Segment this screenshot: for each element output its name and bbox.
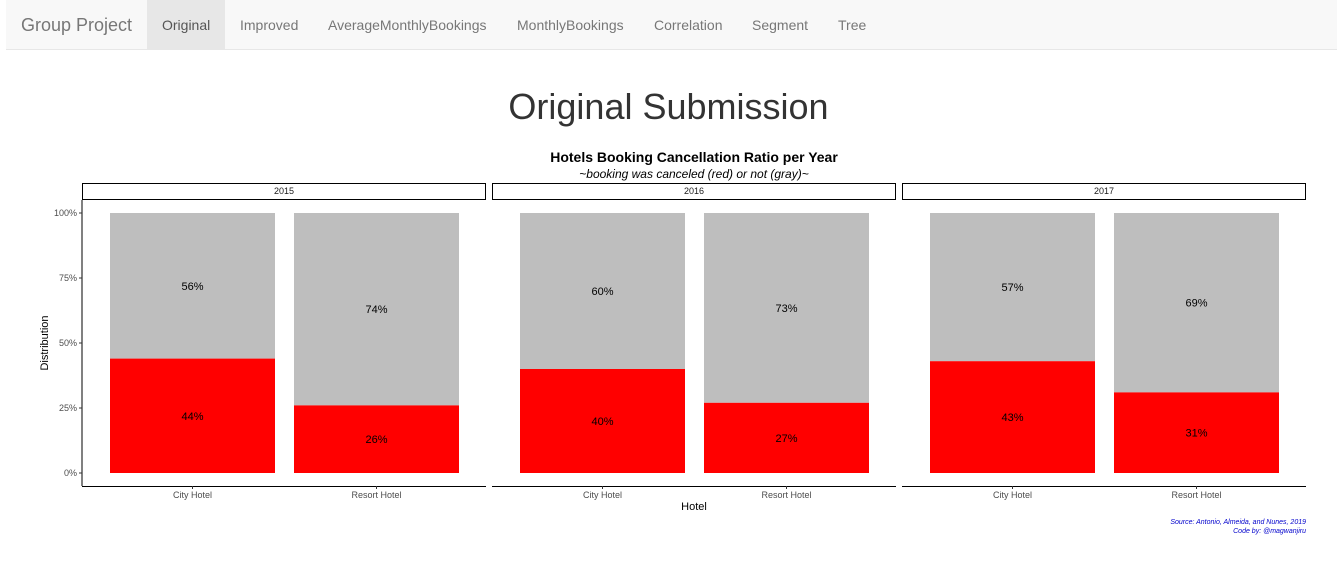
data-label-canceled: 43% [1001, 412, 1023, 424]
data-label-canceled: 31% [1185, 428, 1207, 440]
tab-original[interactable]: Original [147, 0, 226, 50]
data-label-not-canceled: 73% [775, 303, 797, 315]
facet-strip [82, 183, 486, 200]
data-label-not-canceled: 74% [365, 304, 387, 316]
x-tick-label: Resort Hotel [351, 490, 401, 500]
x-axis-title: Hotel [681, 501, 707, 513]
tab-monthly-bookings[interactable]: MonthlyBookings [517, 17, 624, 33]
tab-segment[interactable]: Segment [752, 17, 809, 33]
bar-not-canceled [1114, 213, 1279, 393]
bar-canceled [294, 405, 459, 473]
data-label-canceled: 27% [775, 433, 797, 445]
data-label-not-canceled: 56% [181, 281, 203, 293]
facet-strip [902, 183, 1306, 200]
caption-code: Code by: @magwanjiru [1233, 528, 1306, 535]
bar-canceled [930, 361, 1095, 473]
caption-source: Source: Antonio, Almeida, and Nunes, 201… [1170, 519, 1306, 526]
navbar-brand[interactable]: Group Project [21, 15, 133, 35]
x-tick-label: City Hotel [993, 490, 1032, 500]
bar-canceled [704, 402, 869, 473]
y-tick-label: 25% [59, 403, 77, 413]
data-label-not-canceled: 69% [1185, 298, 1207, 310]
bar-not-canceled [520, 213, 685, 369]
tab-average-monthly-bookings[interactable]: AverageMonthlyBookings [328, 17, 487, 33]
cancellation-chart: Hotels Booking Cancellation Ratio per Ye… [39, 149, 1306, 535]
data-label-canceled: 40% [591, 416, 613, 428]
x-tick-label: City Hotel [583, 490, 622, 500]
tab-correlation[interactable]: Correlation [654, 17, 723, 33]
x-tick-label: Resort Hotel [1171, 490, 1221, 500]
bar-not-canceled [110, 213, 275, 359]
bar-canceled [1114, 392, 1279, 473]
data-label-canceled: 26% [365, 434, 387, 446]
y-tick-label: 100% [54, 208, 77, 218]
chart-subtitle: ~booking was canceled (red) or not (gray… [579, 167, 808, 181]
tab-improved[interactable]: Improved [240, 17, 299, 33]
facet-label: 2016 [684, 186, 704, 196]
y-tick-label: 0% [64, 468, 77, 478]
bar-not-canceled [294, 213, 459, 406]
y-axis-title: Distribution [39, 315, 51, 370]
bar-not-canceled [704, 213, 869, 403]
navbar: Group Project Original Improved AverageM… [6, 0, 1337, 50]
chart-title: Hotels Booking Cancellation Ratio per Ye… [550, 149, 838, 165]
bar-canceled [520, 369, 685, 473]
x-tick-label: City Hotel [173, 490, 212, 500]
data-label-not-canceled: 60% [591, 286, 613, 298]
facet-strip [492, 183, 896, 200]
y-tick-label: 50% [59, 338, 77, 348]
bar-not-canceled [930, 213, 1095, 362]
facet-label: 2015 [274, 186, 294, 196]
bar-canceled [110, 358, 275, 473]
data-label-canceled: 44% [181, 411, 203, 423]
y-tick-label: 75% [59, 273, 77, 283]
facet-label: 2017 [1094, 186, 1114, 196]
page-title: Original Submission [508, 86, 829, 127]
tab-tree[interactable]: Tree [838, 17, 867, 33]
data-label-not-canceled: 57% [1001, 282, 1023, 294]
x-tick-label: Resort Hotel [761, 490, 811, 500]
